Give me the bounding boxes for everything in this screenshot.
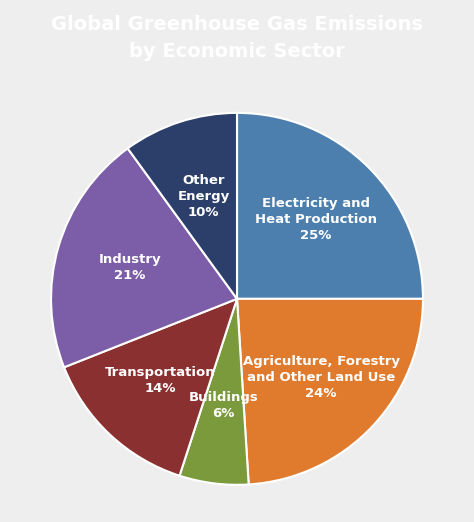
Text: Other
Energy
10%: Other Energy 10% (178, 174, 230, 219)
Text: Buildings
6%: Buildings 6% (189, 392, 258, 420)
Wedge shape (64, 299, 237, 476)
Text: Industry
21%: Industry 21% (99, 253, 161, 282)
Text: Transportation
14%: Transportation 14% (105, 366, 216, 395)
Text: Global Greenhouse Gas Emissions
by Economic Sector: Global Greenhouse Gas Emissions by Econo… (51, 15, 423, 61)
Wedge shape (237, 299, 423, 484)
Wedge shape (180, 299, 249, 485)
Wedge shape (51, 148, 237, 367)
Text: Agriculture, Forestry
and Other Land Use
24%: Agriculture, Forestry and Other Land Use… (243, 355, 400, 400)
Text: Electricity and
Heat Production
25%: Electricity and Heat Production 25% (255, 197, 377, 242)
Wedge shape (128, 113, 237, 299)
Wedge shape (237, 113, 423, 299)
